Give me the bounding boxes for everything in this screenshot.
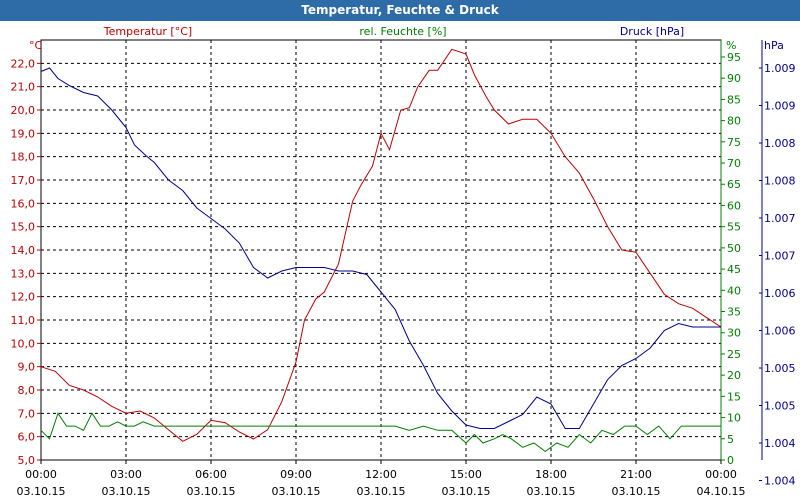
pressure-tick-label: 1.005 xyxy=(764,400,796,413)
humidity-tick-label: 70 xyxy=(727,157,741,170)
temperature-tick-label: 8,0 xyxy=(18,384,36,397)
x-tick-time-label: 03:00 xyxy=(110,468,142,481)
x-tick-time-label: 00:00 xyxy=(25,468,57,481)
pressure-tick-label: 1.007 xyxy=(764,212,796,225)
x-tick-date-label: 04.10.15 xyxy=(697,485,746,498)
temperature-tick-label: 13,0 xyxy=(11,267,36,280)
pressure-tick-label: 1.009 xyxy=(764,62,796,75)
x-tick-date-label: 03.10.15 xyxy=(102,485,151,498)
humidity-tick-label: 50 xyxy=(727,242,741,255)
x-tick-time-label: 09:00 xyxy=(280,468,312,481)
temperature-tick-label: 18,0 xyxy=(11,151,36,164)
humidity-tick-label: 95 xyxy=(727,51,741,64)
plot-frame xyxy=(37,39,763,481)
x-tick-date-label: 03.10.15 xyxy=(527,485,576,498)
x-tick-time-label: 18:00 xyxy=(535,468,567,481)
temperature-series-line xyxy=(40,48,722,442)
humidity-unit-label: % xyxy=(726,39,736,52)
series-lines xyxy=(40,48,722,453)
humidity-tick-label: 15 xyxy=(727,390,741,403)
x-tick-time-label: 06:00 xyxy=(195,468,227,481)
temperature-tick-label: 10,0 xyxy=(11,337,36,350)
pressure-tick-label: 1.006 xyxy=(764,287,796,300)
humidity-tick-label: 55 xyxy=(727,221,741,234)
x-tick-date-label: 03.10.15 xyxy=(187,485,236,498)
temperature-tick-label: 14,0 xyxy=(11,244,36,257)
temperature-tick-label: 5,0 xyxy=(18,454,36,467)
humidity-axis-title: rel. Feuchte [%] xyxy=(359,25,446,38)
humidity-tick-label: 40 xyxy=(727,284,741,297)
axis-labels: 5,0 6,0 7,0 8,0 9,0 10,0 11,0 12,0 13,0 14,0 15,0 1… xyxy=(11,25,796,498)
temperature-tick-label: 19,0 xyxy=(11,127,36,140)
humidity-tick-label: 30 xyxy=(727,327,741,340)
humidity-tick-label: 45 xyxy=(727,263,741,276)
x-tick-time-label: 12:00 xyxy=(365,468,397,481)
temperature-tick-label: 22,0 xyxy=(11,57,36,70)
pressure-tick-label: 1.007 xyxy=(764,250,796,263)
temperature-tick-label: 20,0 xyxy=(11,104,36,117)
pressure-tick-label: 1.009 xyxy=(764,100,796,113)
x-tick-date-label: 03.10.15 xyxy=(357,485,406,498)
humidity-tick-label: 20 xyxy=(727,369,741,382)
humidity-tick-label: 75 xyxy=(727,136,741,149)
x-tick-date-label: 03.10.15 xyxy=(17,485,66,498)
temperature-tick-label: 11,0 xyxy=(11,314,36,327)
x-tick-date-label: 03.10.15 xyxy=(612,485,661,498)
humidity-tick-label: 5 xyxy=(727,433,734,446)
humidity-tick-label: 65 xyxy=(727,178,741,191)
temperature-tick-label: 16,0 xyxy=(11,197,36,210)
temperature-unit-label: °C xyxy=(29,39,43,52)
temperature-tick-label: 9,0 xyxy=(18,361,36,374)
grid xyxy=(41,40,721,460)
temperature-tick-label: 21,0 xyxy=(11,81,36,94)
temperature-axis-title: Temperatur [°C] xyxy=(103,25,192,38)
humidity-series-line xyxy=(40,412,721,453)
pressure-tick-label: 1.008 xyxy=(764,175,796,188)
temperature-tick-label: 17,0 xyxy=(11,174,36,187)
humidity-tick-label: 0 xyxy=(727,454,734,467)
temperature-tick-label: 15,0 xyxy=(11,221,36,234)
pressure-axis-title: Druck [hPa] xyxy=(620,25,684,38)
x-tick-time-label: 15:00 xyxy=(450,468,482,481)
humidity-tick-label: 60 xyxy=(727,199,741,212)
pressure-tick-label: 1.004 xyxy=(764,437,796,450)
humidity-tick-label: 85 xyxy=(727,93,741,106)
x-tick-date-label: 03.10.15 xyxy=(272,485,321,498)
humidity-tick-label: 90 xyxy=(727,72,741,85)
humidity-tick-label: 35 xyxy=(727,306,741,319)
pressure-tick-label: 1.006 xyxy=(764,325,796,338)
humidity-tick-label: 80 xyxy=(727,115,741,128)
pressure-series-line xyxy=(40,67,721,429)
humidity-tick-label: 25 xyxy=(727,348,741,361)
window-title: Temperatur, Feuchte & Druck xyxy=(0,0,800,21)
temperature-tick-label: 6,0 xyxy=(18,431,36,444)
pressure-unit-label: hPa xyxy=(764,39,784,52)
x-tick-date-label: 03.10.15 xyxy=(442,485,491,498)
x-tick-time-label: 21:00 xyxy=(620,468,652,481)
pressure-tick-label: 1.008 xyxy=(764,137,796,150)
pressure-tick-label: 1.005 xyxy=(764,362,796,375)
x-tick-time-label: 00:00 xyxy=(705,468,737,481)
humidity-tick-label: 10 xyxy=(727,412,741,425)
pressure-tick-label: 1.004 xyxy=(764,475,796,488)
temperature-tick-label: 12,0 xyxy=(11,291,36,304)
temperature-tick-label: 7,0 xyxy=(18,407,36,420)
